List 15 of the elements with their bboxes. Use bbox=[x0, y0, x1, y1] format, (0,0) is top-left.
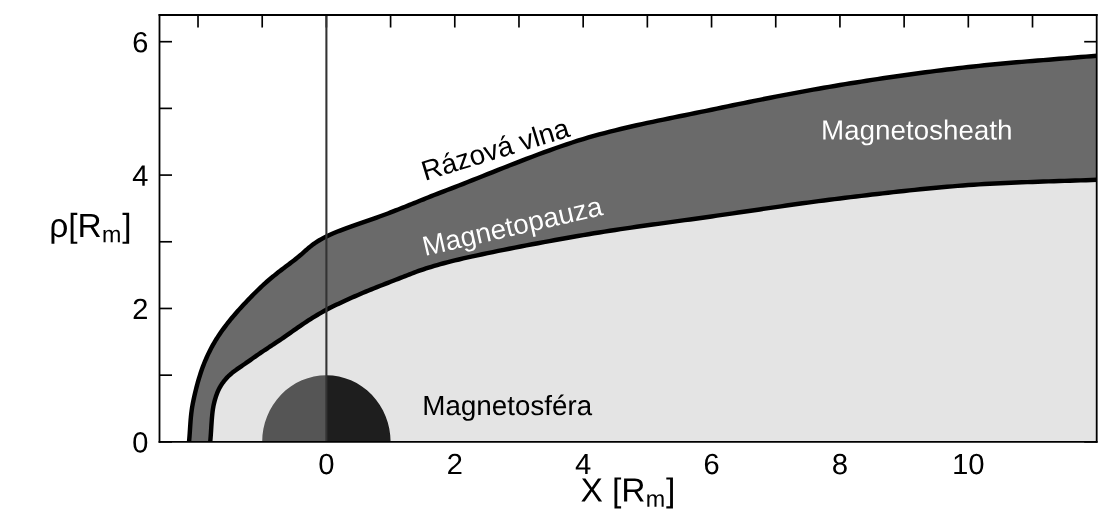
y-tick-label: 4 bbox=[132, 165, 148, 186]
annotation: Rázová vlna bbox=[421, 116, 572, 181]
x-tick-label: 8 bbox=[833, 453, 847, 475]
x-tick-label: 2 bbox=[448, 453, 462, 475]
y-tick-label: 6 bbox=[133, 31, 148, 53]
y-axis-title: ρ[R$_{m}$] bbox=[51, 212, 130, 244]
y-tick-label: 2 bbox=[133, 298, 147, 320]
annotation: Magnetosheath bbox=[823, 119, 1011, 146]
x-tick-label: 4 bbox=[575, 454, 591, 475]
x-tick-label: 10 bbox=[954, 453, 984, 475]
y-tick-label: 0 bbox=[133, 432, 148, 453]
x-tick-label: 0 bbox=[319, 453, 334, 475]
x-tick-label: 6 bbox=[704, 453, 719, 475]
x-axis-title: X [R$_{m}$] bbox=[581, 477, 673, 509]
annotation: Magnetosféra bbox=[424, 394, 593, 421]
